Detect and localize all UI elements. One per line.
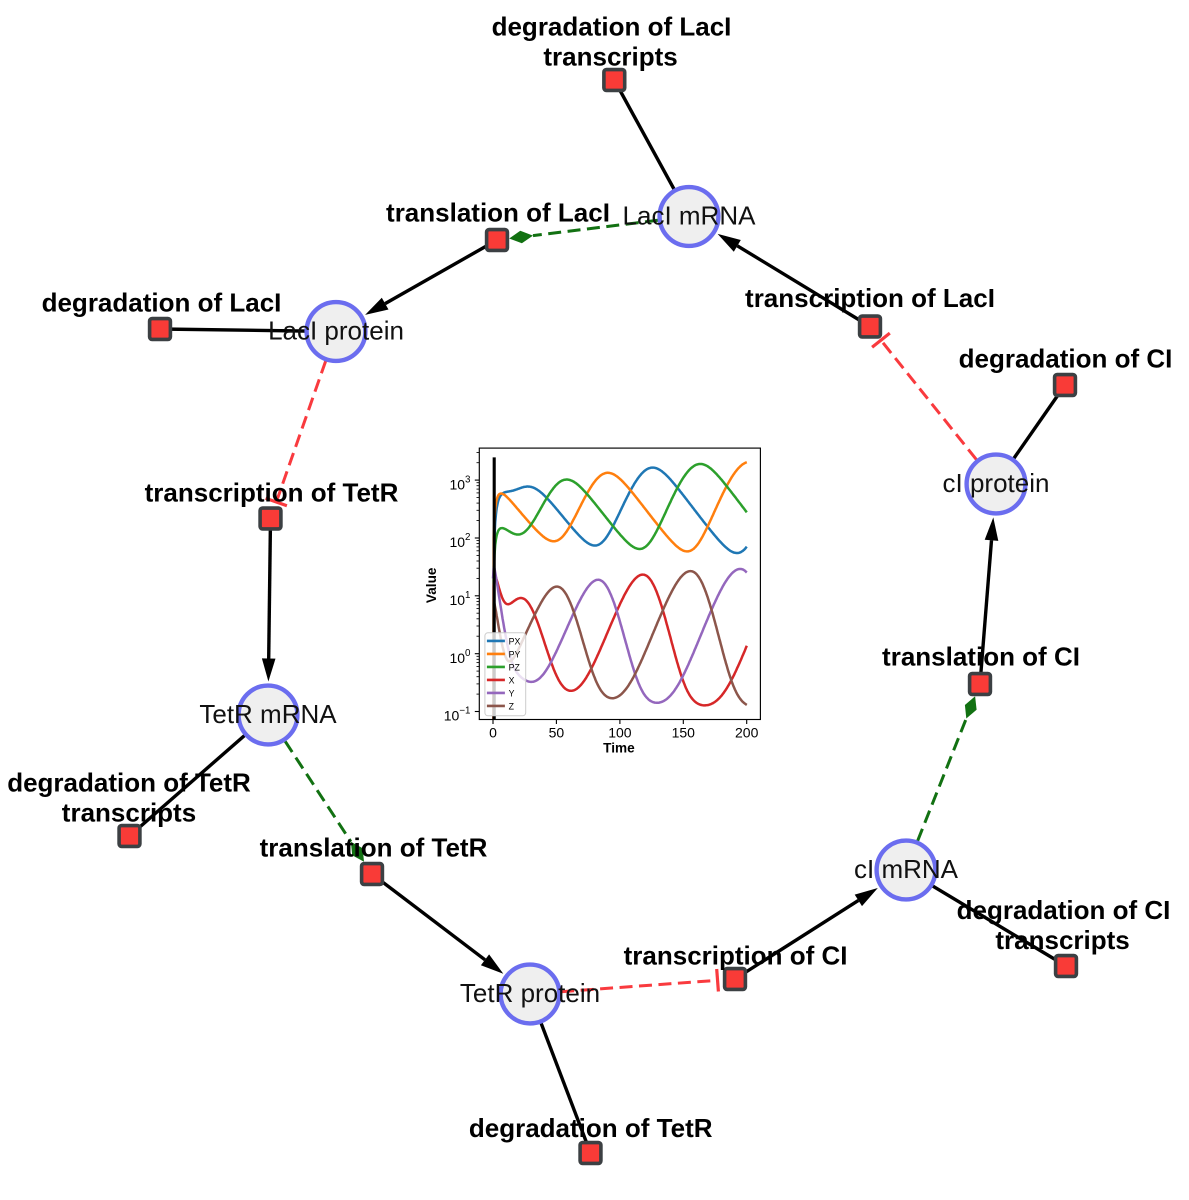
svg-text:Z: Z xyxy=(509,701,515,711)
svg-text:0: 0 xyxy=(489,725,497,741)
svg-text:degradation of LacI: degradation of LacI xyxy=(492,11,732,41)
svg-text:PZ: PZ xyxy=(509,662,521,672)
svg-text:TetR mRNA: TetR mRNA xyxy=(199,699,337,729)
svg-text:degradation of LacI: degradation of LacI xyxy=(42,288,282,318)
svg-text:cI protein: cI protein xyxy=(943,468,1050,498)
svg-text:transcripts: transcripts xyxy=(62,798,196,828)
svg-text:200: 200 xyxy=(735,725,759,741)
svg-text:translation of LacI: translation of LacI xyxy=(386,198,610,228)
svg-text:transcription of LacI: transcription of LacI xyxy=(745,283,995,313)
svg-text:Time: Time xyxy=(603,741,635,756)
svg-text:Value: Value xyxy=(424,567,439,603)
svg-text:transcripts: transcripts xyxy=(995,925,1129,955)
svg-text:cI mRNA: cI mRNA xyxy=(854,854,959,884)
svg-text:translation of TetR: translation of TetR xyxy=(260,833,488,863)
svg-text:transcription of CI: transcription of CI xyxy=(624,941,848,971)
svg-text:transcripts: transcripts xyxy=(543,42,677,72)
svg-text:transcription of TetR: transcription of TetR xyxy=(145,477,399,507)
svg-text:degradation of CI: degradation of CI xyxy=(957,895,1171,925)
svg-text:100: 100 xyxy=(608,725,632,741)
svg-text:PX: PX xyxy=(509,636,521,646)
svg-text:LacI mRNA: LacI mRNA xyxy=(623,200,757,230)
svg-text:degradation of CI: degradation of CI xyxy=(959,344,1173,374)
svg-text:degradation of TetR: degradation of TetR xyxy=(469,1113,713,1143)
svg-text:TetR protein: TetR protein xyxy=(460,978,600,1008)
svg-text:LacI protein: LacI protein xyxy=(268,315,404,345)
svg-text:Y: Y xyxy=(509,688,515,698)
svg-text:150: 150 xyxy=(672,725,696,741)
svg-text:X: X xyxy=(509,675,515,685)
svg-text:PY: PY xyxy=(509,649,521,659)
svg-text:degradation of TetR: degradation of TetR xyxy=(7,768,251,798)
svg-text:translation of CI: translation of CI xyxy=(882,642,1080,672)
svg-text:50: 50 xyxy=(549,725,565,741)
